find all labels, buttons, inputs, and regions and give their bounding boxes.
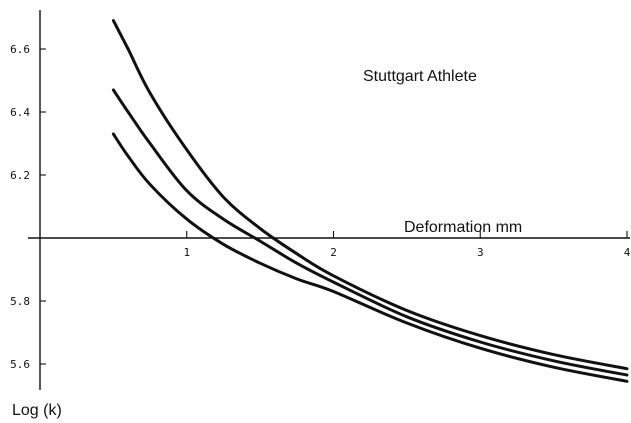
y-tick-label: 6.6 bbox=[10, 43, 30, 56]
series-line-1 bbox=[111, 19, 629, 371]
series-line-3 bbox=[111, 132, 629, 383]
y-axis-ticks: 5.6 5.8 6.2 6.4 6.6 bbox=[10, 43, 46, 371]
x-tick-label: 2 bbox=[330, 246, 337, 259]
x-tick-label: 4 bbox=[624, 246, 631, 259]
chart-title: Stuttgart Athlete bbox=[363, 68, 477, 85]
y-tick-label: 6.2 bbox=[10, 169, 30, 182]
y-axis-label: Log (k) bbox=[12, 402, 62, 419]
x-tick-label: 1 bbox=[183, 246, 190, 259]
y-tick-label: 6.4 bbox=[10, 106, 30, 119]
x-tick-label: 3 bbox=[477, 246, 484, 259]
y-tick-label: 5.8 bbox=[10, 295, 30, 308]
x-axis-label: Deformation mm bbox=[404, 219, 522, 236]
curve-group bbox=[111, 19, 629, 383]
y-tick-label: 5.6 bbox=[10, 358, 30, 371]
series-line-2 bbox=[111, 88, 629, 377]
x-axis-ticks: 1 2 3 4 bbox=[183, 231, 631, 259]
